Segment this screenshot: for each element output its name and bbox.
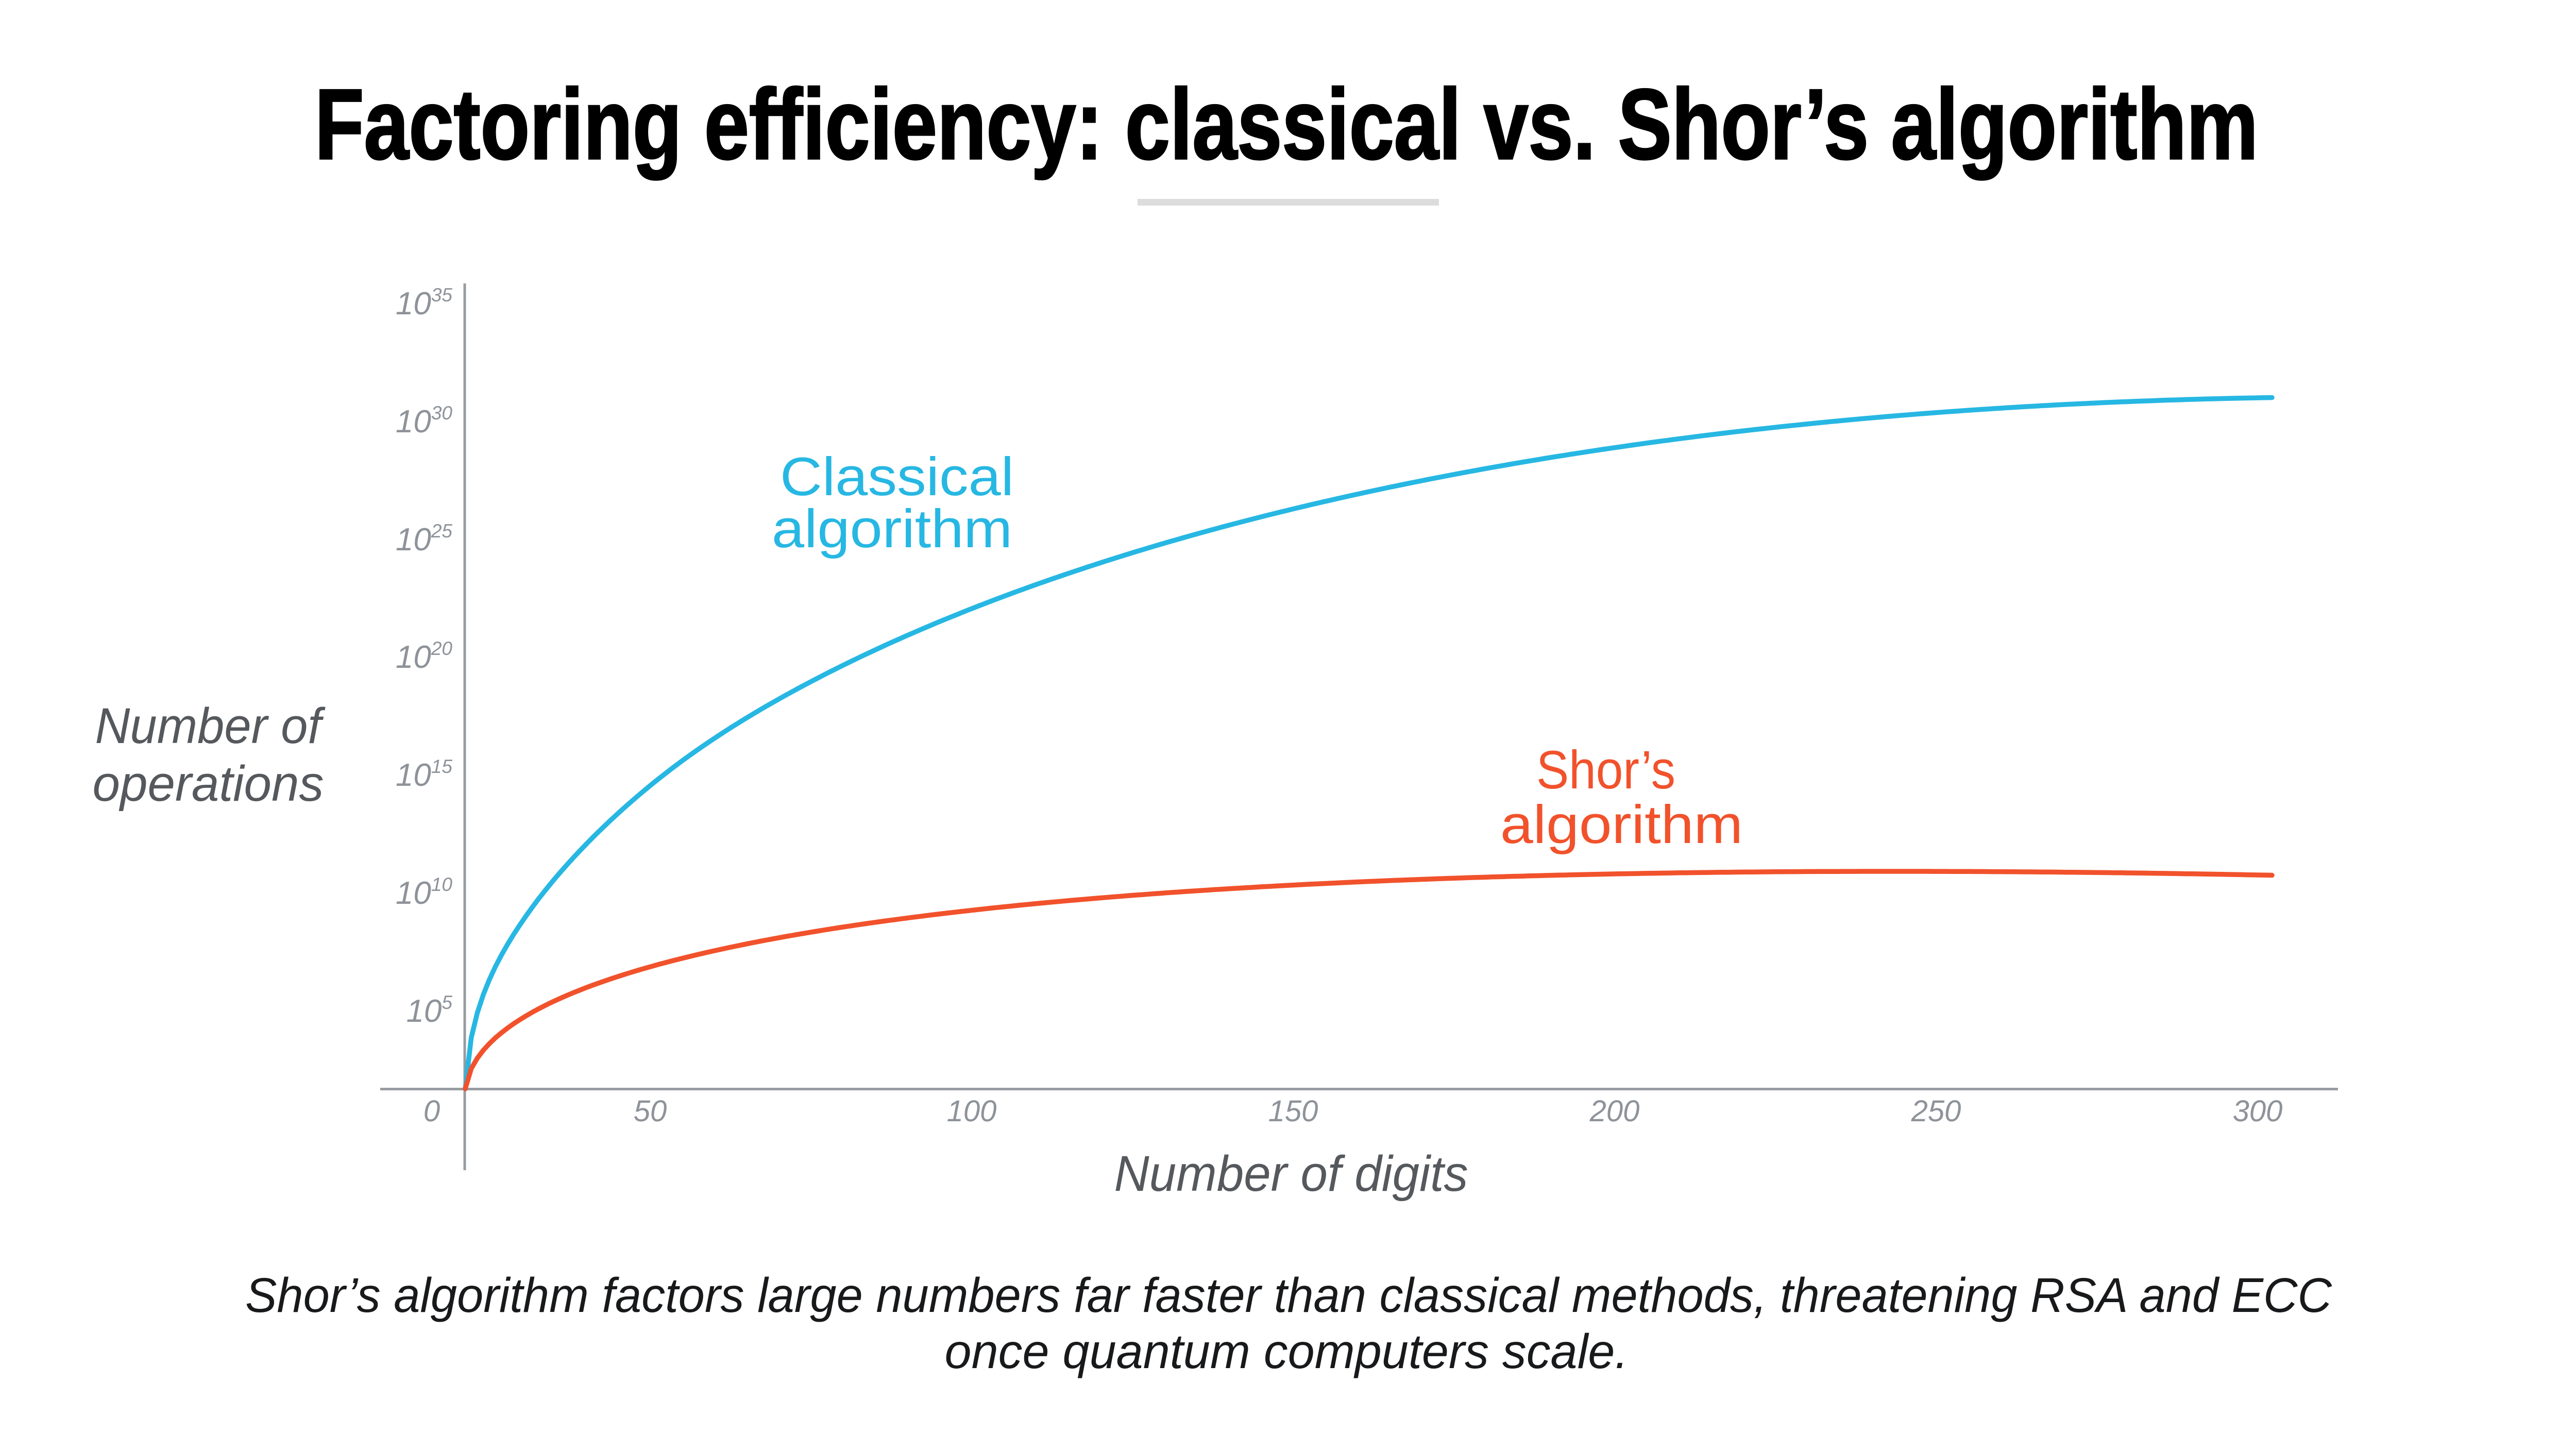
- svg-text:Shor’s: Shor’s: [1536, 740, 1675, 800]
- svg-text:algorithm: algorithm: [1500, 795, 1743, 855]
- svg-text:Factoring efficiency: classica: Factoring efficiency: classical vs. Shor…: [315, 69, 2258, 180]
- svg-text:Classical: Classical: [780, 447, 1014, 507]
- svg-text:Number of: Number of: [95, 698, 326, 754]
- svg-text:0: 0: [423, 1094, 440, 1128]
- svg-text:Number of digits: Number of digits: [1114, 1145, 1468, 1202]
- svg-text:50: 50: [634, 1094, 667, 1128]
- svg-text:1035: 1035: [396, 284, 453, 322]
- svg-text:Shor’s algorithm factors large: Shor’s algorithm factors large numbers f…: [245, 1268, 2332, 1323]
- svg-text:200: 200: [1589, 1094, 1640, 1128]
- svg-text:300: 300: [2233, 1094, 2283, 1128]
- svg-text:once quantum computers scale.: once quantum computers scale.: [945, 1324, 1629, 1379]
- svg-text:250: 250: [1911, 1094, 1961, 1128]
- svg-text:150: 150: [1268, 1094, 1318, 1128]
- svg-text:operations: operations: [93, 755, 324, 812]
- svg-text:algorithm: algorithm: [772, 499, 1012, 559]
- svg-text:100: 100: [947, 1094, 997, 1128]
- svg-text:1020: 1020: [396, 638, 453, 675]
